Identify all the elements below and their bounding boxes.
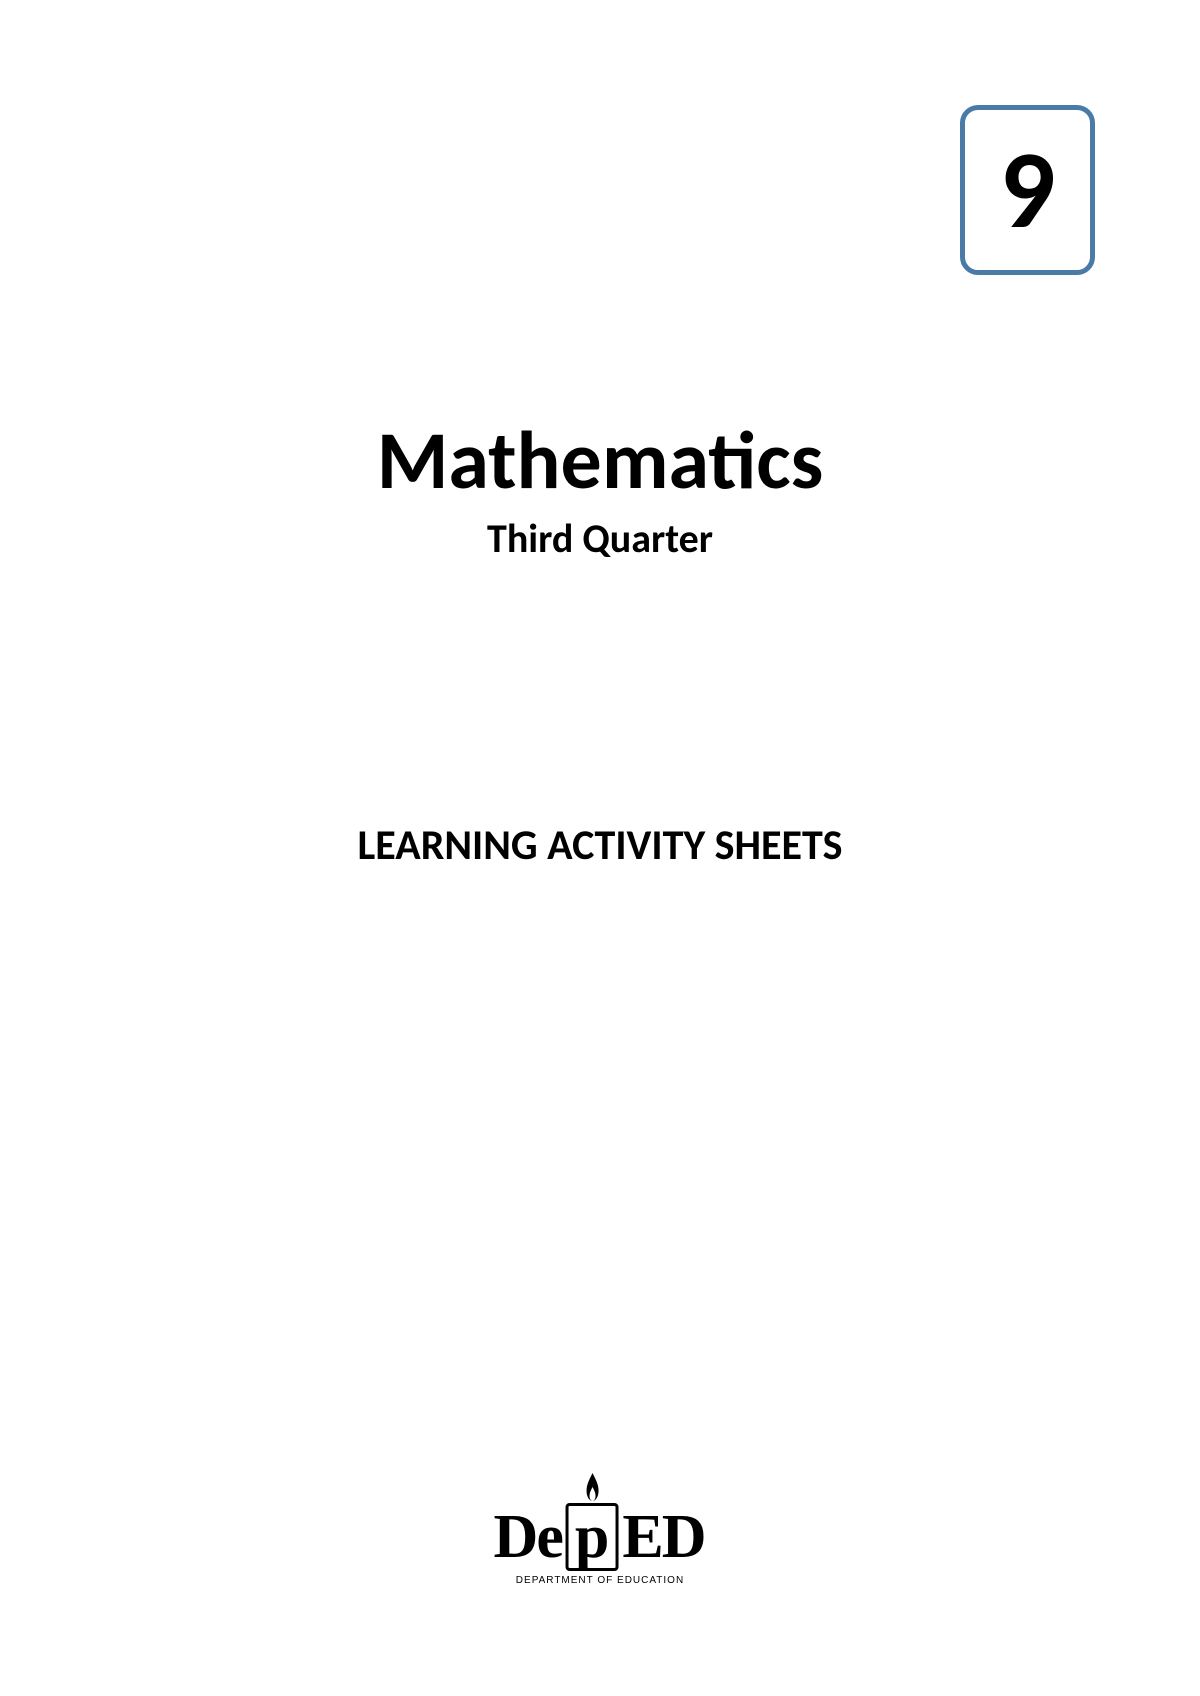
logo-letter-e1: e	[536, 1506, 564, 1568]
deped-logo-container: D e p E D DEPARTMENT OF EDUCATION	[494, 1503, 707, 1586]
grade-number: 9	[1000, 135, 1056, 245]
main-title: Mathematics	[0, 420, 1200, 502]
flame-icon	[582, 1473, 602, 1507]
section-heading: LEARNING ACTIVITY SHEETS	[0, 820, 1200, 871]
deped-logo: D e p E D	[494, 1503, 707, 1571]
logo-p-wrapper: p	[566, 1503, 618, 1571]
logo-letter-d2: D	[662, 1506, 707, 1568]
logo-letter-e2: E	[622, 1506, 663, 1568]
logo-tagline: DEPARTMENT OF EDUCATION	[494, 1575, 707, 1586]
grade-box: 9	[960, 105, 1095, 275]
subtitle: Third Quarter	[0, 514, 1200, 563]
title-section: Mathematics Third Quarter	[0, 420, 1200, 563]
logo-letter-d1: D	[494, 1506, 539, 1568]
logo-letter-p: p	[566, 1503, 618, 1571]
